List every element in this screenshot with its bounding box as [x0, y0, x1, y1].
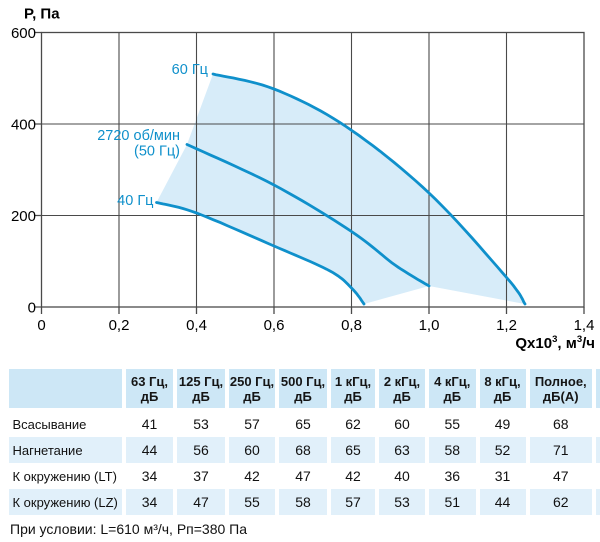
- svg-text:P, Па: P, Па: [24, 6, 60, 23]
- svg-text:0,6: 0,6: [264, 317, 285, 334]
- svg-text:2720 об/мин: 2720 об/мин: [97, 128, 180, 144]
- svg-text:200: 200: [11, 208, 36, 225]
- svg-text:400: 400: [11, 117, 36, 134]
- svg-text:40 Гц: 40 Гц: [117, 193, 153, 209]
- svg-text:0: 0: [37, 317, 45, 334]
- svg-text:0,4: 0,4: [186, 317, 207, 334]
- svg-text:1,0: 1,0: [419, 317, 440, 334]
- svg-text:600: 600: [11, 25, 36, 42]
- svg-text:(50 Гц): (50 Гц): [134, 144, 180, 160]
- svg-text:Qx103, м3/ч: Qx103, м3/ч: [515, 334, 595, 352]
- svg-text:1,4: 1,4: [574, 317, 595, 334]
- svg-text:60 Гц: 60 Гц: [172, 62, 208, 78]
- svg-text:0,8: 0,8: [341, 317, 362, 334]
- svg-text:0: 0: [28, 300, 36, 317]
- svg-text:0,2: 0,2: [109, 317, 130, 334]
- svg-text:1,2: 1,2: [496, 317, 517, 334]
